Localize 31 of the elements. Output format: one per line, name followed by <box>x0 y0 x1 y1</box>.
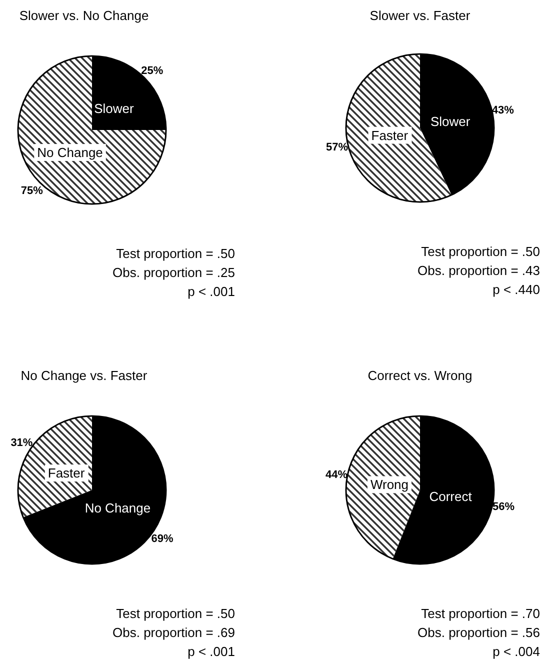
data-label: 57% <box>326 142 348 154</box>
chart-title: No Change vs. Faster <box>20 368 148 383</box>
slice-label: Correct <box>429 488 472 504</box>
data-label: 25% <box>141 64 164 77</box>
text: Obs. proportion = .25 <box>112 265 235 280</box>
data-label: 44% <box>325 469 348 482</box>
text: p < .001 <box>188 284 235 299</box>
chart-title: Slower vs. No Change <box>19 8 149 23</box>
slice-label: No Change <box>37 144 103 160</box>
data-label: 56% <box>492 500 515 513</box>
data-label: 69% <box>151 532 174 545</box>
text: Obs. proportion = .43 <box>418 263 540 278</box>
slice-label: Faster <box>48 466 86 481</box>
slice-label: Slower <box>94 101 135 116</box>
text: p < .440 <box>492 282 540 297</box>
text: Obs. proportion = .56 <box>418 625 540 640</box>
slice-label: No Change <box>84 500 151 516</box>
data-label: 43% <box>492 104 514 116</box>
slice-label: Faster <box>371 128 409 143</box>
text: p < .004 <box>492 644 540 659</box>
text: Test proportion = .50 <box>421 244 540 259</box>
data-label: 31% <box>10 437 33 450</box>
text: Test proportion = .50 <box>116 246 235 261</box>
text: Obs. proportion = .69 <box>112 625 235 640</box>
chart-title: Slower vs. Faster <box>370 8 471 23</box>
text: p < .001 <box>188 644 235 659</box>
chart-title: Correct vs. Wrong <box>368 368 472 383</box>
data-label: 75% <box>20 185 44 198</box>
slice-label: Wrong <box>370 477 408 492</box>
text: Test proportion = .70 <box>421 606 540 621</box>
text: Test proportion = .50 <box>116 606 235 621</box>
